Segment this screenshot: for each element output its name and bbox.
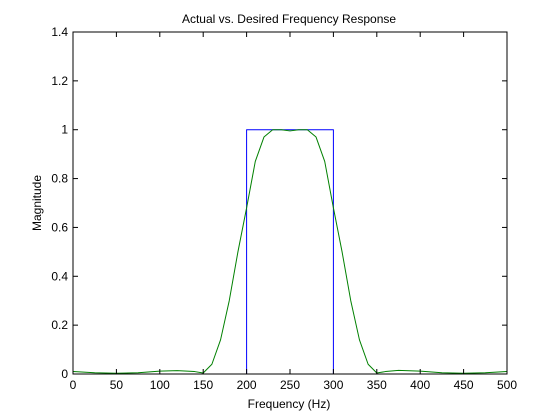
y-tick-label: 0.4 [51,269,68,283]
y-tick-label: 0.8 [51,172,68,186]
chart-title: Actual vs. Desired Frequency Response [182,12,396,26]
x-tick-label: 350 [367,378,387,392]
x-tick-label: 100 [150,378,170,392]
x-tick-label: 50 [110,378,124,392]
x-tick-label: 200 [237,378,257,392]
y-tick-label: 0.2 [51,318,68,332]
y-tick-label: 1.2 [51,74,68,88]
y-tick-label: 0.6 [51,220,68,234]
x-tick-label: 400 [410,378,430,392]
y-tick-label: 0 [61,367,68,381]
plot-area [73,32,507,374]
y-axis-label: Magnitude [30,175,44,231]
x-tick-label: 250 [280,378,300,392]
x-tick-label: 450 [454,378,474,392]
y-tick-label: 1.4 [51,25,68,39]
x-tick-label: 300 [323,378,343,392]
x-tick-label: 0 [70,378,77,392]
x-tick-label: 500 [497,378,517,392]
x-axis-label: Frequency (Hz) [248,397,331,411]
x-tick-label: 150 [193,378,213,392]
y-tick-label: 1 [61,123,68,137]
